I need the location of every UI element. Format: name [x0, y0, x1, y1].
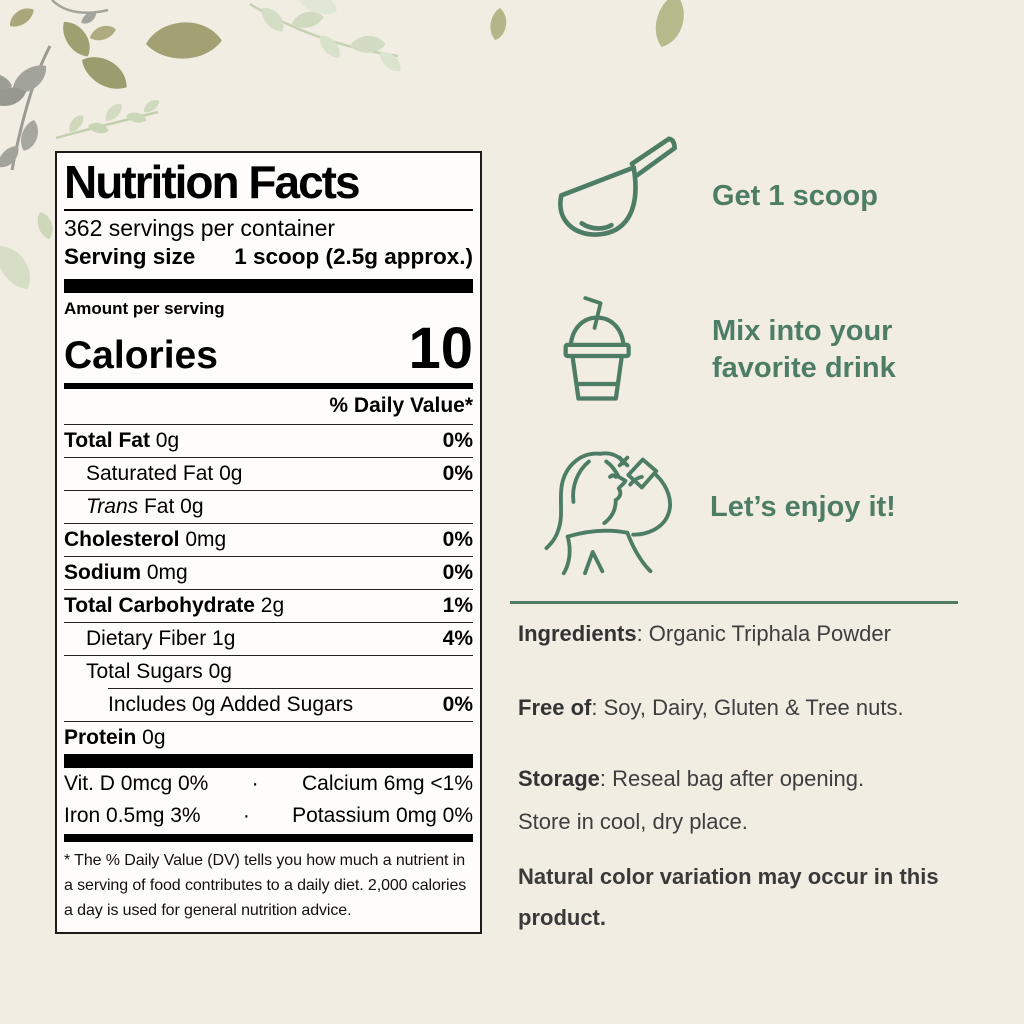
nutrient-row-total-fat: Total Fat 0g 0%: [64, 429, 473, 452]
amount-per-serving-label: Amount per serving: [64, 299, 225, 318]
ingredients-value: : Organic Triphala Powder: [636, 621, 891, 646]
step-text-enjoy: Let’s enjoy it!: [710, 491, 896, 523]
nutrient-row-dietary-fiber: Dietary Fiber 1g 4%: [86, 627, 473, 650]
row-separator: [64, 457, 473, 458]
micro-left: Vit. D 0mcg 0%: [64, 772, 209, 795]
thick-divider-bar: [64, 754, 473, 768]
micro-left: Iron 0.5mg 3%: [64, 804, 201, 827]
calories-label: Calories: [64, 334, 218, 377]
daily-value-header: % Daily Value*: [329, 394, 473, 417]
dv-value: 1%: [442, 594, 473, 617]
row-separator: [64, 655, 473, 656]
storage-line2: Store in cool, dry place.: [518, 809, 748, 834]
free-of-paragraph: Free of: Soy, Dairy, Gluten & Tree nuts.: [518, 693, 993, 723]
nutrient-row-saturated-fat: Saturated Fat 0g 0%: [86, 462, 473, 485]
section-divider: [510, 601, 958, 604]
serving-size-value: 1 scoop (2.5g approx.): [234, 244, 473, 269]
row-separator: [64, 622, 473, 623]
dv-value: 0%: [442, 462, 473, 485]
daily-value-footnote: * The % Daily Value (DV) tells you how m…: [64, 852, 467, 919]
dv-value: 0%: [442, 561, 473, 584]
storage-paragraph: Storage: Reseal bag after opening. Store…: [518, 757, 993, 843]
nutrient-row-sodium: Sodium 0mg 0%: [64, 561, 473, 584]
ingredients-label: Ingredients: [518, 621, 637, 646]
free-of-label: Free of: [518, 695, 592, 720]
row-separator: [64, 721, 473, 722]
thick-divider-bar: [64, 279, 473, 293]
nutrient-row-trans-fat: Trans Fat 0g: [86, 495, 204, 518]
micro-right: Potassium 0mg 0%: [292, 804, 473, 827]
storage-value: : Reseal bag after opening.: [599, 766, 865, 791]
storage-label: Storage: [518, 766, 600, 791]
micronutrient-row-1: Vit. D 0mcg 0% · Calcium 6mg <1%: [64, 768, 473, 800]
ingredients-paragraph: Ingredients: Organic Triphala Powder: [518, 619, 993, 649]
nutrient-row-total-sugars: Total Sugars 0g: [86, 660, 232, 683]
scoop-icon: [558, 136, 677, 237]
calories-row: Calories 10: [64, 320, 473, 378]
nutrient-row-added-sugars: Includes 0g Added Sugars 0%: [108, 693, 473, 716]
free-of-value: : Soy, Dairy, Gluten & Tree nuts.: [591, 695, 904, 720]
row-separator-indented: [108, 688, 473, 689]
row-separator: [64, 490, 473, 491]
micro-right: Calcium 6mg <1%: [302, 772, 473, 795]
nutrient-row-total-carbohydrate: Total Carbohydrate 2g 1%: [64, 594, 473, 617]
row-separator: [64, 523, 473, 524]
row-separator: [64, 589, 473, 590]
row-separator: [64, 556, 473, 557]
footnote-divider-bar: [64, 834, 473, 842]
row-separator: [64, 424, 473, 425]
dot-separator: ·: [242, 804, 250, 827]
drink-cup-icon: [563, 296, 631, 401]
medium-divider-bar: [64, 383, 473, 389]
dv-value: 0%: [442, 693, 473, 716]
calories-value: 10: [408, 316, 473, 381]
serving-size-label: Serving size: [64, 244, 196, 269]
nutrient-row-protein: Protein 0g: [64, 726, 166, 749]
dv-value: 0%: [442, 429, 473, 452]
color-variation-note: Natural color variation may occur in thi…: [518, 864, 939, 930]
nutrition-facts-title: Nutrition Facts: [64, 156, 473, 211]
person-drinking-icon: [544, 451, 672, 576]
nutrition-facts-panel: Nutrition Facts 362 servings per contain…: [55, 151, 482, 934]
micronutrient-row-2: Iron 0.5mg 3% · Potassium 0mg 0%: [64, 800, 473, 832]
step-text-mix: Mix into your favorite drink: [712, 315, 896, 384]
step-text-get-scoop: Get 1 scoop: [712, 180, 878, 212]
dv-value: 0%: [442, 528, 473, 551]
servings-per-container: 362 servings per container: [64, 215, 336, 241]
serving-size-row: Serving size 1 scoop (2.5g approx.): [64, 244, 473, 279]
nutrient-row-cholesterol: Cholesterol 0mg 0%: [64, 528, 473, 551]
dv-value: 4%: [442, 627, 473, 650]
dot-separator: ·: [251, 772, 259, 795]
